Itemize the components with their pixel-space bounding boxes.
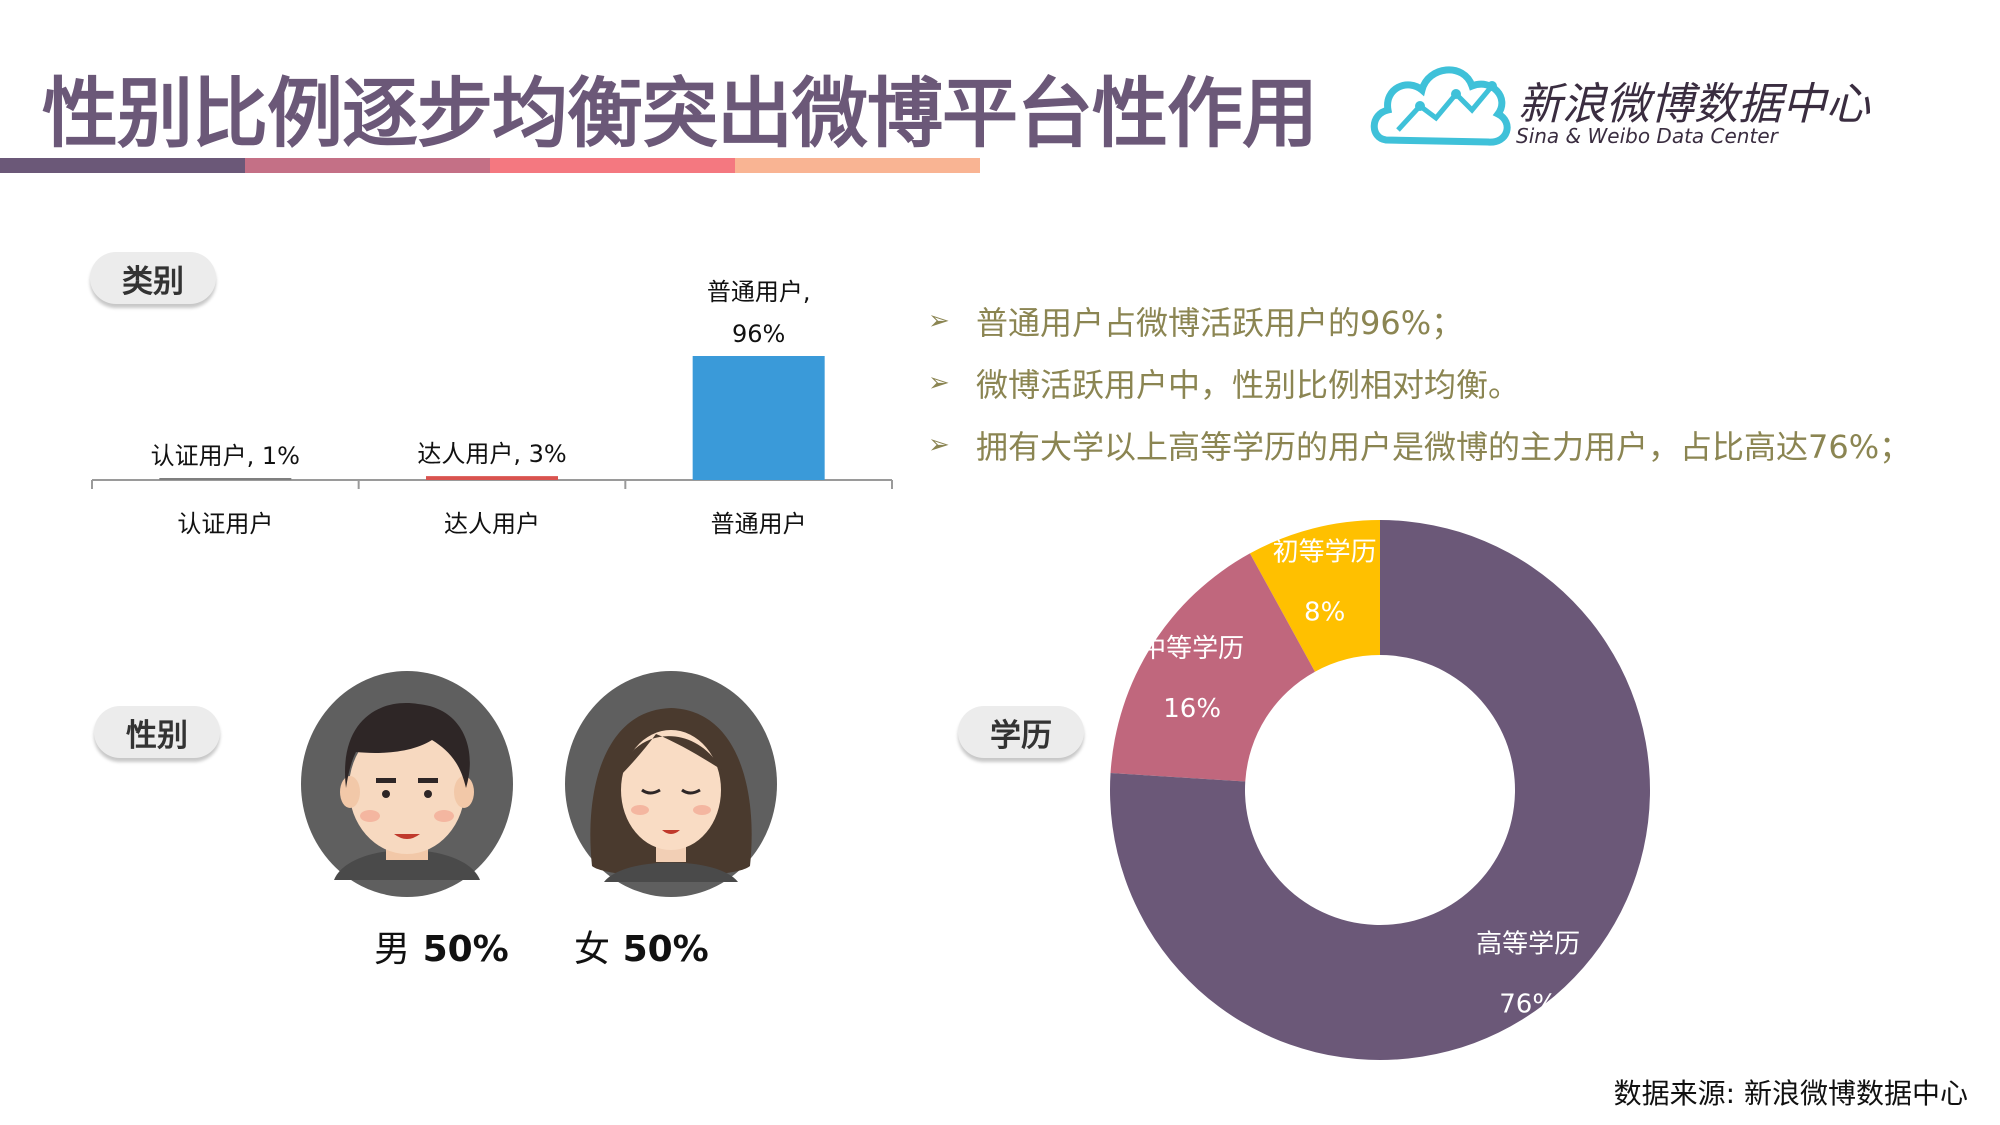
finding-text: 微博活跃用户中，性别比例相对均衡。 [976,366,1521,404]
female-avatar-icon [565,671,777,897]
gender-pill: 性别 [94,706,220,758]
finding-item: ➢ 微博活跃用户中，性别比例相对均衡。 [928,352,1911,414]
bar-2 [426,476,558,480]
donut-category-label: 初等学历 [1273,537,1377,567]
female-percent: 50% [622,929,709,970]
education-pill: 学历 [958,706,1084,758]
male-ratio-label: 男 50% [374,920,509,972]
bar-3 [692,356,825,480]
male-char: 男 [374,929,411,970]
category-pill: 类别 [90,252,216,304]
donut-value-label: 76% [1499,990,1557,1020]
donut-value-label: 16% [1163,694,1221,724]
cloud-chart-logo-icon [1370,66,1511,146]
bar-data-label: 96% [732,320,785,348]
male-percent: 50% [422,929,509,970]
user-type-bar-chart: 认证用户, 1% 认证用户 达人用户, 3% 达人用户 普通用户, 96% 普通用户 [91,278,893,538]
finding-text: 拥有大学以上高等学历的用户是微博的主力用户，占比高达76%； [976,428,1912,466]
female-ratio-label: 女 50% [574,920,709,972]
male-avatar-icon [301,671,513,897]
donut-slice-3 [1110,520,1650,1060]
title-accent-bar [0,158,980,173]
donut-slice-2 [1110,553,1315,782]
donut-category-label: 中等学历 [1140,634,1244,664]
female-char: 女 [574,929,611,970]
donut-slice-1 [1249,520,1380,672]
bar-1 [159,478,292,480]
finding-text: 普通用户占微博活跃用户的96%； [976,304,1464,342]
bar-data-label: 普通用户, [707,278,811,306]
arrow-bullet-icon: ➢ [928,430,950,460]
bar-data-label: 认证用户, 1% [151,442,300,470]
logo-text-cn: 新浪微博数据中心 [1518,79,1870,130]
bar-category-label: 普通用户 [711,510,807,538]
donut-value-label: 8% [1304,597,1345,627]
sina-weibo-logo: 新浪微博数据中心 Sina & Weibo Data Center [1368,48,1938,158]
key-findings-list: ➢ 普通用户占微博活跃用户的96%； ➢ 微博活跃用户中，性别比例相对均衡。 ➢… [928,290,1911,476]
finding-item: ➢ 拥有大学以上高等学历的用户是微博的主力用户，占比高达76%； [928,414,1911,476]
donut-category-label: 高等学历 [1476,930,1580,960]
accent-segment-4 [735,158,980,173]
arrow-bullet-icon: ➢ [928,306,950,336]
accent-segment-1 [0,158,245,173]
bar-category-label: 认证用户 [177,510,273,538]
data-source: 数据来源: 新浪微博数据中心 [1613,1077,1968,1110]
education-donut-chart: 初等学历 8% 中等学历 16% 高等学历 76% [1110,520,1650,1060]
logo-text-en: Sina & Weibo Data Center [1516,124,1778,148]
arrow-bullet-icon: ➢ [928,368,950,398]
bar-data-label: 达人用户, 3% [417,440,566,468]
page-title: 性别比例逐步均衡突出微博平台性作用 [42,69,1318,158]
accent-segment-2 [245,158,490,173]
accent-segment-3 [490,158,735,173]
bar-category-label: 达人用户 [444,510,540,538]
finding-item: ➢ 普通用户占微博活跃用户的96%； [928,290,1911,352]
